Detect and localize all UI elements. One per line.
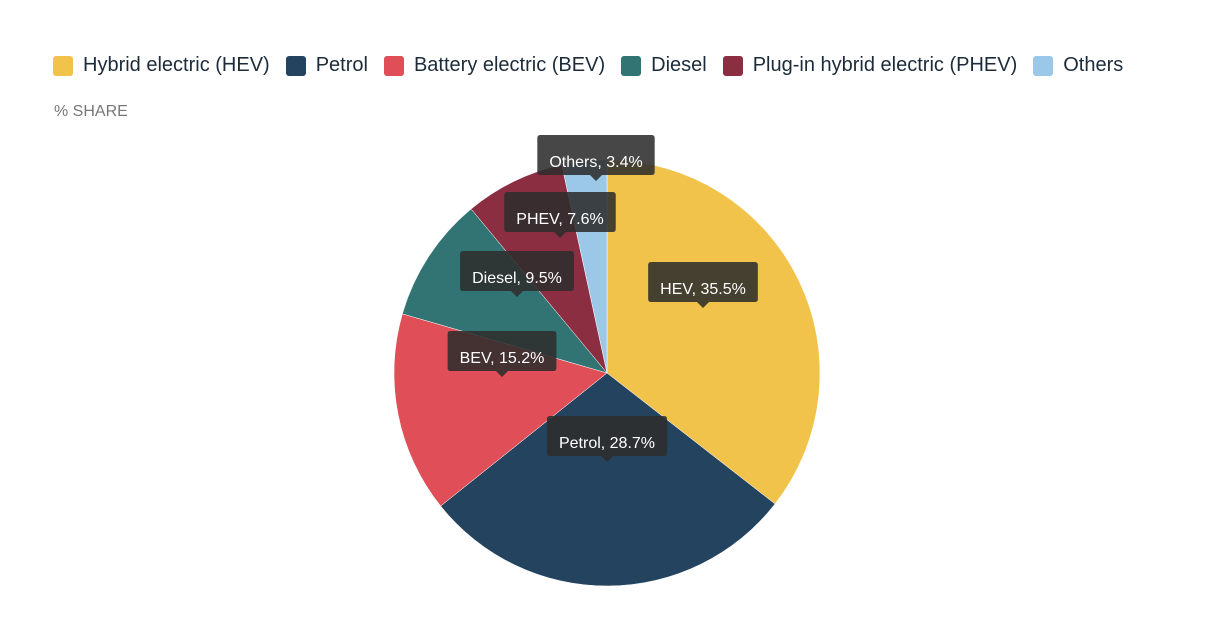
legend-swatch	[722, 55, 743, 76]
legend-swatch	[1033, 55, 1054, 76]
legend-swatch	[285, 55, 306, 76]
data-label-text: PHEV, 7.6%	[516, 211, 603, 228]
legend-item[interactable]: Diesel	[621, 54, 707, 77]
data-label-text: Others, 3.4%	[549, 154, 642, 171]
pie-slice[interactable]	[606, 159, 821, 505]
legend-item[interactable]: Hybrid electric (HEV)	[53, 54, 270, 77]
chart-subtitle: % SHARE	[54, 103, 128, 120]
legend-item[interactable]: Plug-in hybrid electric (PHEV)	[722, 54, 1018, 77]
legend-item[interactable]: Others	[1033, 54, 1123, 77]
legend-swatch	[621, 55, 642, 76]
legend-label: Hybrid electric (HEV)	[83, 54, 270, 76]
data-label-box	[546, 416, 668, 462]
legend: Hybrid electric (HEV) Petrol Battery elect…	[53, 54, 1139, 77]
data-label-text: HEV, 35.5%	[660, 281, 746, 298]
data-label-box	[460, 251, 574, 297]
pie-slice[interactable]	[440, 372, 776, 587]
legend-label: Others	[1063, 54, 1124, 76]
data-label: Others, 3.4%	[537, 135, 655, 181]
legend-label: Diesel	[651, 54, 707, 76]
data-label-box	[537, 135, 655, 181]
legend-label: Battery electric (BEV)	[413, 54, 606, 76]
data-label: BEV, 15.2%	[447, 331, 557, 377]
data-label: HEV, 35.5%	[648, 262, 758, 308]
data-label-text: BEV, 15.2%	[460, 350, 545, 367]
legend-swatch	[53, 55, 73, 76]
legend-swatch	[383, 55, 404, 76]
data-label-text: Petrol, 28.7%	[559, 435, 655, 452]
data-label-box	[648, 262, 758, 308]
data-label: PHEV, 7.6%	[504, 192, 616, 238]
legend-label: Plug-in hybrid electric (PHEV)	[752, 54, 1018, 76]
data-label-box	[447, 331, 557, 377]
data-label-text: Diesel, 9.5%	[472, 270, 562, 287]
legend-item[interactable]: Petrol	[285, 54, 368, 77]
data-label: Petrol, 28.7%	[546, 416, 668, 462]
legend-label: Petrol	[315, 54, 368, 76]
data-label-box	[504, 192, 616, 238]
data-label: Diesel, 9.5%	[460, 251, 574, 297]
legend-item[interactable]: Battery electric (BEV)	[383, 54, 606, 77]
